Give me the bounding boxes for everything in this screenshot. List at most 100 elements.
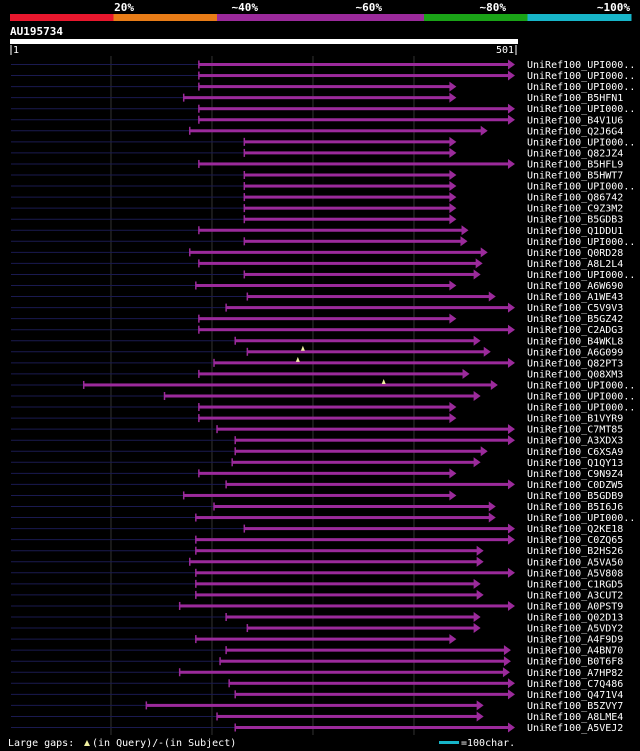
hit-name-link[interactable]: UniRef100_Q02D13 <box>527 613 623 624</box>
hit-name-link[interactable]: UniRef100_A8LME4 <box>527 712 623 723</box>
hit-row[interactable]: UniRef100_A5VDY2 <box>11 623 623 635</box>
hit-row[interactable]: UniRef100_B5GZ42 <box>11 313 623 326</box>
hit-name-link[interactable]: UniRef100_Q2J6G4 <box>527 126 623 137</box>
hit-row[interactable]: UniRef100_B5ZVY7 <box>11 700 623 712</box>
hit-name-link[interactable]: UniRef100_B5HFL9 <box>527 159 623 170</box>
hit-row[interactable]: UniRef100_Q86742 <box>11 192 623 204</box>
hit-row[interactable]: UniRef100_UPI000.. <box>11 81 635 94</box>
hit-name-link[interactable]: UniRef100_A0PST9 <box>527 601 623 612</box>
hit-name-link[interactable]: UniRef100_A5VA50 <box>527 557 623 568</box>
hit-row[interactable]: UniRef100_B1VYR9 <box>11 413 623 425</box>
hit-row[interactable]: UniRef100_UPI000.. <box>11 402 635 414</box>
hit-name-link[interactable]: UniRef100_Q1QY13 <box>527 458 623 469</box>
hit-row[interactable]: UniRef100_Q82JZ4 <box>11 147 623 160</box>
hit-name-link[interactable]: UniRef100_B5GDB9 <box>527 491 623 502</box>
hit-row[interactable]: UniRef100_B2HS26 <box>11 545 623 558</box>
hit-row[interactable]: UniRef100_A6G099 <box>11 346 623 359</box>
hit-row[interactable]: UniRef100_UPI000.. <box>11 379 635 392</box>
hit-name-link[interactable]: UniRef100_Q1DDU1 <box>527 226 623 237</box>
hit-name-link[interactable]: UniRef100_B5HWT7 <box>527 171 623 182</box>
hit-row[interactable]: UniRef100_C2ADG3 <box>11 324 623 337</box>
hit-name-link[interactable]: UniRef100_Q86742 <box>527 193 623 204</box>
hit-row[interactable]: UniRef100_C1RGD5 <box>11 578 623 591</box>
hit-name-link[interactable]: UniRef100_C7Q486 <box>527 679 623 690</box>
hit-name-link[interactable]: UniRef100_UPI000.. <box>527 513 635 524</box>
hit-name-link[interactable]: UniRef100_C6XSA9 <box>527 447 623 458</box>
hit-name-link[interactable]: UniRef100_B2HS26 <box>527 546 623 557</box>
hit-name-link[interactable]: UniRef100_UPI000.. <box>527 392 635 403</box>
hit-row[interactable]: UniRef100_B5GDB9 <box>11 490 623 502</box>
hit-row[interactable]: UniRef100_Q471V4 <box>11 689 623 701</box>
hit-name-link[interactable]: UniRef100_Q82JZ4 <box>527 148 623 159</box>
hit-row[interactable]: UniRef100_UPI000.. <box>11 103 635 116</box>
hit-name-link[interactable]: UniRef100_B0T6F8 <box>527 657 623 668</box>
hit-name-link[interactable]: UniRef100_B5GZ42 <box>527 314 623 325</box>
hit-name-link[interactable]: UniRef100_A8L2L4 <box>527 259 623 270</box>
hit-name-link[interactable]: UniRef100_A7HP82 <box>527 668 623 679</box>
hit-row[interactable]: UniRef100_Q1DDU1 <box>11 225 623 237</box>
hit-name-link[interactable]: UniRef100_B4WKL8 <box>527 336 623 347</box>
hit-name-link[interactable]: UniRef100_B1VYR9 <box>527 414 623 425</box>
hit-name-link[interactable]: UniRef100_B4V1U6 <box>527 115 623 126</box>
hit-name-link[interactable]: UniRef100_Q0RD28 <box>527 248 623 259</box>
hit-row[interactable]: UniRef100_B4V1U6 <box>11 114 623 127</box>
hit-row[interactable]: UniRef100_B5I6J6 <box>11 501 623 514</box>
hit-row[interactable]: UniRef100_A0PST9 <box>11 600 623 613</box>
hit-row[interactable]: UniRef100_C9Z3M2 <box>11 203 623 215</box>
hit-row[interactable]: UniRef100_B5HFL9 <box>11 158 623 171</box>
hit-name-link[interactable]: UniRef100_B5ZVY7 <box>527 701 623 712</box>
hit-name-link[interactable]: UniRef100_UPI000.. <box>527 71 635 82</box>
hit-row[interactable]: UniRef100_Q02D13 <box>11 612 623 624</box>
hit-row[interactable]: UniRef100_A3CUT2 <box>11 589 623 602</box>
hit-name-link[interactable]: UniRef100_Q08XM3 <box>527 369 623 380</box>
hit-row[interactable]: UniRef100_UPI000.. <box>11 59 635 72</box>
hit-row[interactable]: UniRef100_A7HP82 <box>11 667 623 679</box>
hit-name-link[interactable]: UniRef100_UPI000.. <box>527 403 635 414</box>
hit-name-link[interactable]: UniRef100_B5I6J6 <box>527 502 623 513</box>
hit-row[interactable]: UniRef100_UPI000.. <box>11 269 635 281</box>
hit-row[interactable]: UniRef100_A3XDX3 <box>11 435 623 447</box>
hit-name-link[interactable]: UniRef100_UPI000.. <box>527 60 635 71</box>
hit-row[interactable]: UniRef100_Q08XM3 <box>11 368 623 381</box>
hit-name-link[interactable]: UniRef100_C1RGD5 <box>527 579 623 590</box>
hit-name-link[interactable]: UniRef100_A5VEJ2 <box>527 723 623 734</box>
hit-row[interactable]: UniRef100_Q82PT3 <box>11 357 623 370</box>
hit-name-link[interactable]: UniRef100_A5VDY2 <box>527 624 623 635</box>
hit-row[interactable]: UniRef100_A8LME4 <box>11 711 623 723</box>
hit-name-link[interactable]: UniRef100_UPI000.. <box>527 137 635 148</box>
hit-name-link[interactable]: UniRef100_B5GDB3 <box>527 215 623 226</box>
hit-row[interactable]: UniRef100_B5HFN1 <box>11 92 623 105</box>
hit-name-link[interactable]: UniRef100_C2ADG3 <box>527 325 623 336</box>
hit-row[interactable]: UniRef100_UPI000.. <box>11 391 635 403</box>
hit-name-link[interactable]: UniRef100_UPI000.. <box>527 380 635 391</box>
hit-row[interactable]: UniRef100_A8L2L4 <box>11 258 623 270</box>
hit-name-link[interactable]: UniRef100_UPI000.. <box>527 82 635 93</box>
hit-name-link[interactable]: UniRef100_Q2KE18 <box>527 524 623 535</box>
hit-name-link[interactable]: UniRef100_A5V808 <box>527 568 623 579</box>
hit-row[interactable]: UniRef100_A5VEJ2 <box>11 722 623 735</box>
hit-name-link[interactable]: UniRef100_UPI000.. <box>527 104 635 115</box>
hit-row[interactable]: UniRef100_A5V808 <box>11 567 623 580</box>
hit-row[interactable]: UniRef100_B0T6F8 <box>11 656 623 668</box>
hit-name-link[interactable]: UniRef100_C9N9Z4 <box>527 469 623 480</box>
hit-row[interactable]: UniRef100_Q0RD28 <box>11 247 623 259</box>
hit-row[interactable]: UniRef100_A5VA50 <box>11 556 623 569</box>
hit-row[interactable]: UniRef100_C6XSA9 <box>11 446 623 458</box>
hit-row[interactable]: UniRef100_C7MT85 <box>11 424 623 436</box>
hit-name-link[interactable]: UniRef100_A3CUT2 <box>527 590 623 601</box>
hit-name-link[interactable]: UniRef100_A4F9D9 <box>527 635 623 646</box>
hit-name-link[interactable]: UniRef100_C0DZW5 <box>527 480 623 491</box>
hit-name-link[interactable]: UniRef100_A3XDX3 <box>527 436 623 447</box>
hit-name-link[interactable]: UniRef100_UPI000.. <box>527 270 635 281</box>
hit-name-link[interactable]: UniRef100_A4BN70 <box>527 646 623 657</box>
hit-row[interactable]: UniRef100_C0DZW5 <box>11 479 623 491</box>
hit-row[interactable]: UniRef100_Q2J6G4 <box>11 125 623 138</box>
hit-row[interactable]: UniRef100_B5GDB3 <box>11 214 623 226</box>
hit-row[interactable]: UniRef100_A6W690 <box>11 280 623 293</box>
hit-name-link[interactable]: UniRef100_A6W690 <box>527 281 623 292</box>
hit-row[interactable]: UniRef100_UPI000.. <box>11 181 635 193</box>
hit-row[interactable]: UniRef100_Q2KE18 <box>11 523 623 536</box>
hit-row[interactable]: UniRef100_C9N9Z4 <box>11 468 623 480</box>
hit-row[interactable]: UniRef100_Q1QY13 <box>11 457 623 469</box>
hit-name-link[interactable]: UniRef100_C0ZQ65 <box>527 535 623 546</box>
